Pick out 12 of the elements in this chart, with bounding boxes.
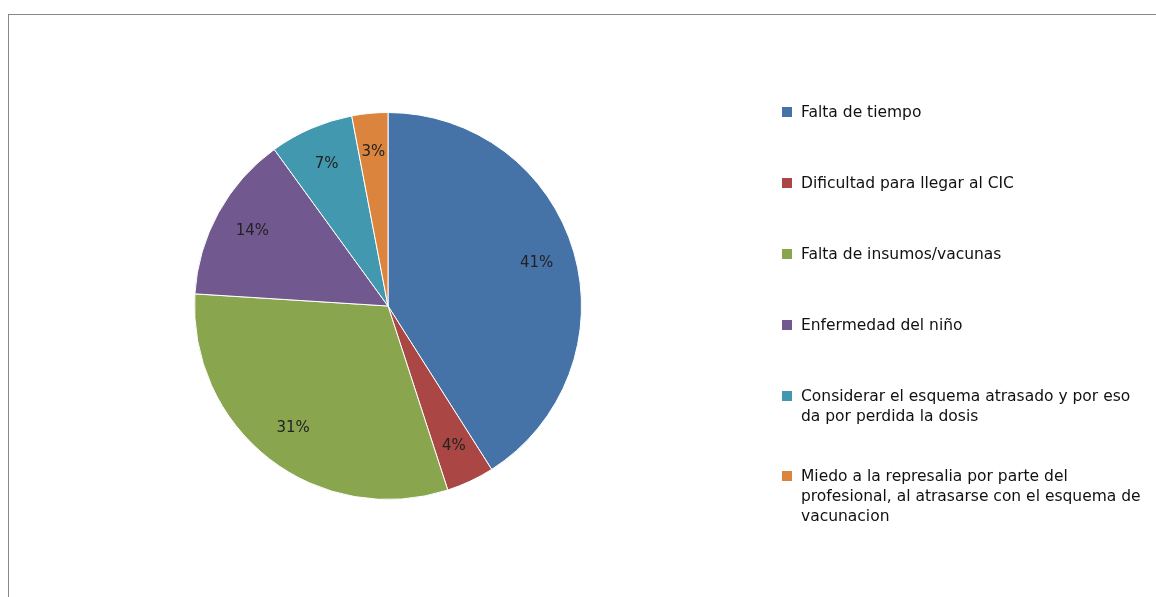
legend-label: Enfermedad del niño [801,315,963,335]
data-label: 7% [314,153,339,172]
legend-label: Falta de insumos/vacunas [801,244,1002,264]
legend-label: Considerar el esquema atrasado y por eso da por perdida la dosis [801,386,1132,426]
legend-label: Dificultad para llegar al CIC [801,173,1014,193]
legend-label: Miedo a la represalia por parte del profesional, al atrasarse con el esquema de vacunacion [801,466,1142,526]
data-label: 4% [442,435,466,454]
data-label: 3% [361,141,386,160]
data-label: 31% [276,418,310,437]
data-label: 41% [519,252,554,271]
legend-label: Falta de tiempo [801,102,922,122]
data-label: 14% [235,221,270,240]
